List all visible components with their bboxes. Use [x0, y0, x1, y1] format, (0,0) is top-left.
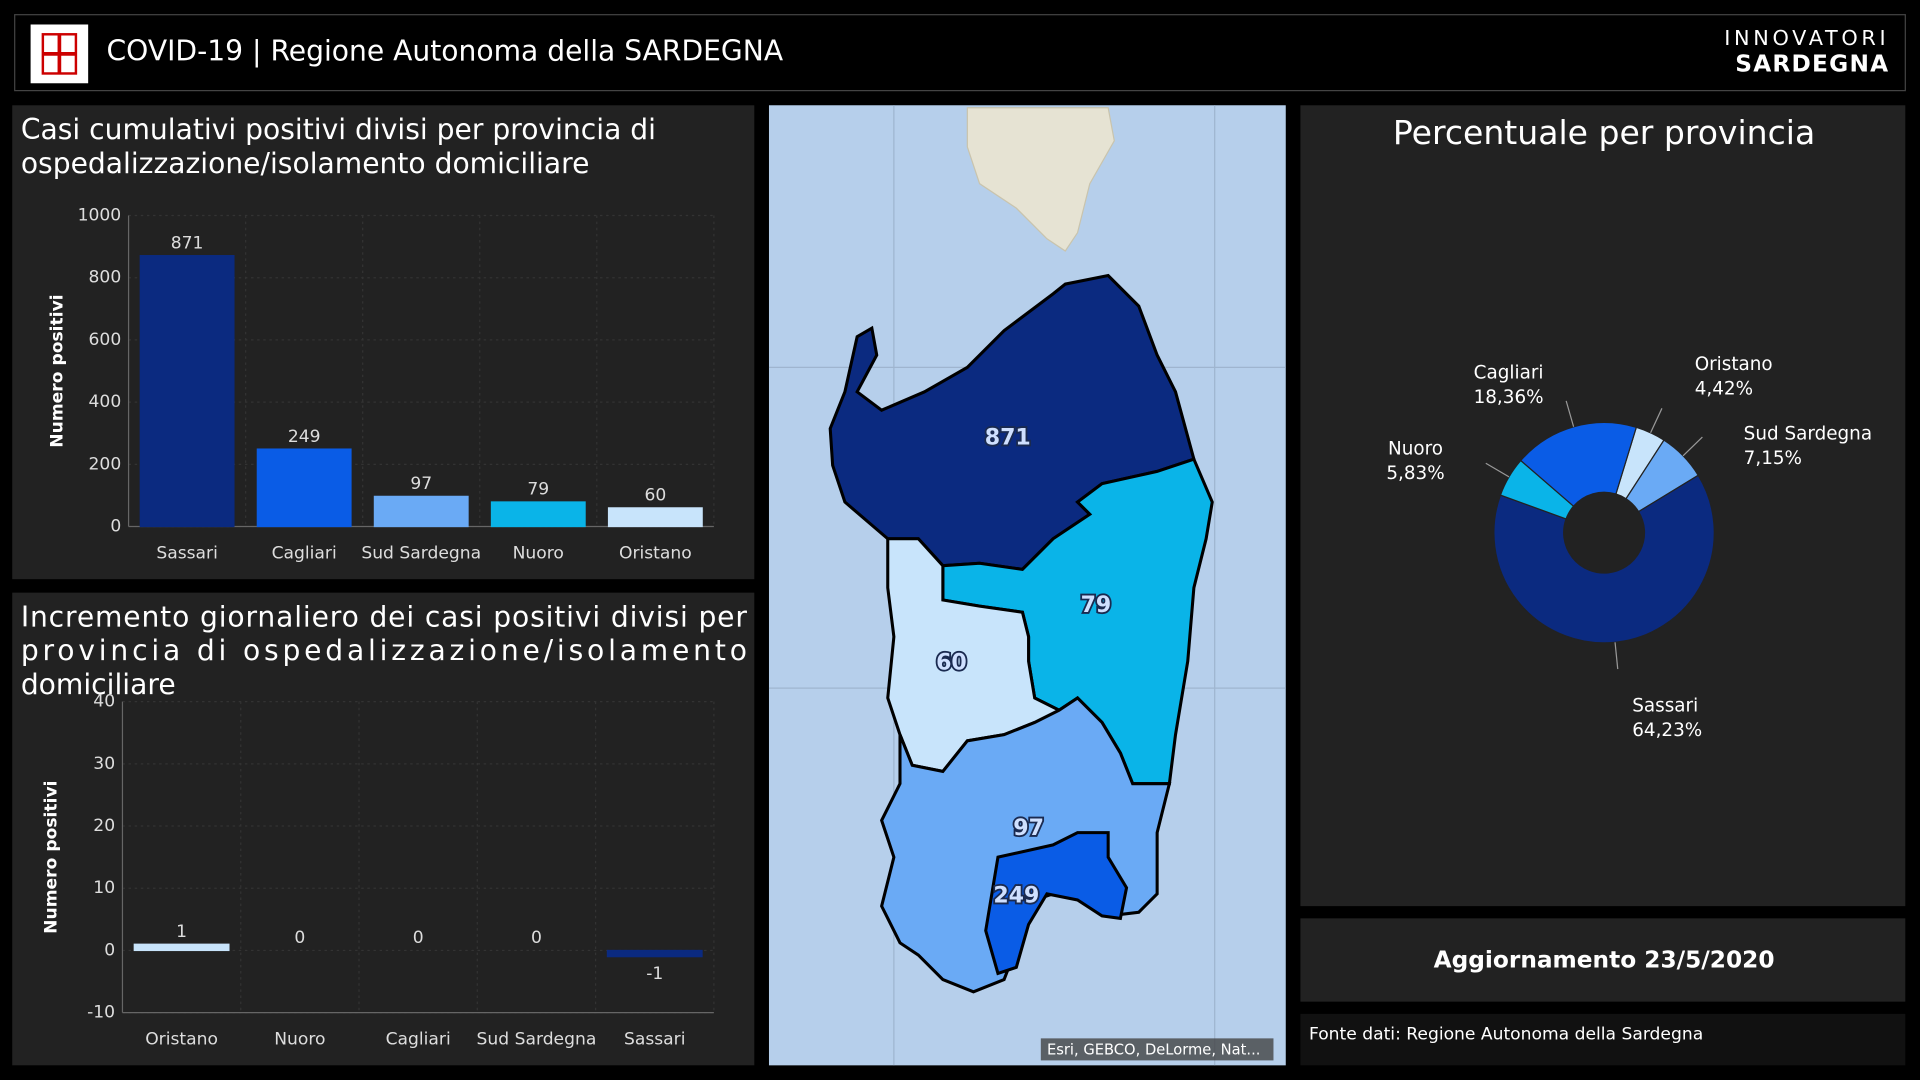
map-label: 79 — [1081, 593, 1112, 618]
corsica — [966, 107, 1115, 252]
map-label: 97 — [1013, 816, 1044, 841]
leader-line — [1614, 642, 1619, 670]
x-tick-label: Nuoro — [513, 543, 564, 563]
panel — [1300, 1013, 1906, 1066]
y-tick-label: 40 — [93, 692, 115, 712]
map-label: 60 — [936, 651, 967, 676]
pie-label: Oristano — [1695, 354, 1773, 375]
leader-line — [1565, 400, 1575, 427]
map-label: 249 — [993, 883, 1039, 908]
value-label: 60 — [644, 486, 666, 506]
pie-value-label: 18,36% — [1474, 387, 1544, 408]
x-tick-label: Sud Sardegna — [477, 1030, 597, 1050]
value-label: -1 — [646, 964, 663, 984]
x-tick-label: Sassari — [624, 1030, 686, 1050]
pie-slice — [1493, 474, 1715, 644]
pie-label: Sassari — [1632, 696, 1698, 717]
bar — [373, 495, 469, 528]
header-title: COVID-19 | Regione Autonoma della SARDEG… — [107, 35, 784, 68]
map-label: 871 — [985, 425, 1031, 450]
pie-value-label: 7,15% — [1744, 448, 1802, 469]
y-tick-label: 0 — [104, 940, 115, 960]
x-tick-label: Sud Sardegna — [361, 543, 481, 563]
bar — [256, 448, 352, 528]
value-label: 0 — [294, 928, 305, 948]
update-date: Aggiornamento 23/5/2020 — [1434, 947, 1775, 974]
province-cagliari — [984, 831, 1129, 976]
bar — [607, 507, 703, 528]
pie-value-label: 4,42% — [1695, 378, 1753, 399]
attribution: Esri, GEBCO, DeLorme, Nat... — [1047, 1042, 1261, 1059]
brand-top: INNOVATORI — [1724, 26, 1889, 50]
province-sud-sardegna — [879, 695, 1172, 994]
y-tick-label: -10 — [87, 1003, 115, 1023]
value-label: 0 — [413, 928, 424, 948]
y-tick-label: 400 — [89, 392, 122, 412]
leader-line — [1650, 408, 1663, 433]
bar — [139, 255, 235, 528]
bar — [133, 943, 230, 952]
value-label: 79 — [527, 480, 549, 500]
value-label: 1 — [176, 922, 187, 942]
y-tick-label: 10 — [93, 878, 115, 898]
x-tick-label: Nuoro — [274, 1030, 325, 1050]
panel — [1300, 918, 1906, 1002]
pie-label: Sud Sardegna — [1744, 424, 1872, 445]
y-tick-label: 20 — [93, 816, 115, 836]
bar — [606, 949, 703, 958]
y-tick-label: 800 — [89, 268, 122, 288]
y-axis-label: Numero positivi — [48, 294, 68, 447]
chart-title: Incremento giornaliero dei casi positivi… — [21, 600, 748, 701]
y-tick-label: 600 — [89, 330, 122, 350]
leader-line — [1485, 462, 1510, 478]
map: 871 79 60 97 249 Esri, GEBCO, DeLorme, N… — [768, 105, 1286, 1066]
x-tick-label: Cagliari — [272, 543, 337, 563]
value-label: 97 — [410, 474, 432, 494]
pie-value-label: 64,23% — [1632, 720, 1702, 741]
pie-label: Cagliari — [1474, 362, 1544, 383]
pie-label: Nuoro — [1388, 438, 1443, 459]
value-label: 0 — [531, 928, 542, 948]
pie-value-label: 5,83% — [1386, 463, 1444, 484]
brand-bottom: SARDEGNA — [1735, 50, 1889, 77]
panel — [1300, 105, 1906, 907]
leader-line — [1682, 436, 1703, 457]
chart-title: Casi cumulativi positivi divisi per prov… — [21, 113, 656, 180]
pie-slice — [1519, 421, 1638, 508]
y-tick-label: 30 — [93, 754, 115, 774]
panel — [12, 592, 755, 1066]
x-tick-label: Sassari — [156, 543, 218, 563]
y-tick-label: 200 — [89, 454, 122, 474]
attribution-bg — [1040, 1038, 1274, 1061]
chart-title: Percentuale per provincia — [1393, 113, 1815, 152]
y-tick-label: 0 — [110, 517, 121, 537]
y-axis-label: Numero positivi — [41, 780, 61, 933]
x-tick-label: Oristano — [145, 1030, 218, 1050]
x-tick-label: Oristano — [619, 543, 692, 563]
source: Fonte dati: Regione Autonoma della Sarde… — [1309, 1025, 1703, 1045]
x-tick-label: Cagliari — [386, 1030, 451, 1050]
header — [14, 14, 1906, 92]
y-tick-label: 1000 — [78, 206, 122, 226]
bar — [490, 501, 586, 528]
value-label: 871 — [171, 233, 204, 253]
value-label: 249 — [288, 427, 321, 447]
